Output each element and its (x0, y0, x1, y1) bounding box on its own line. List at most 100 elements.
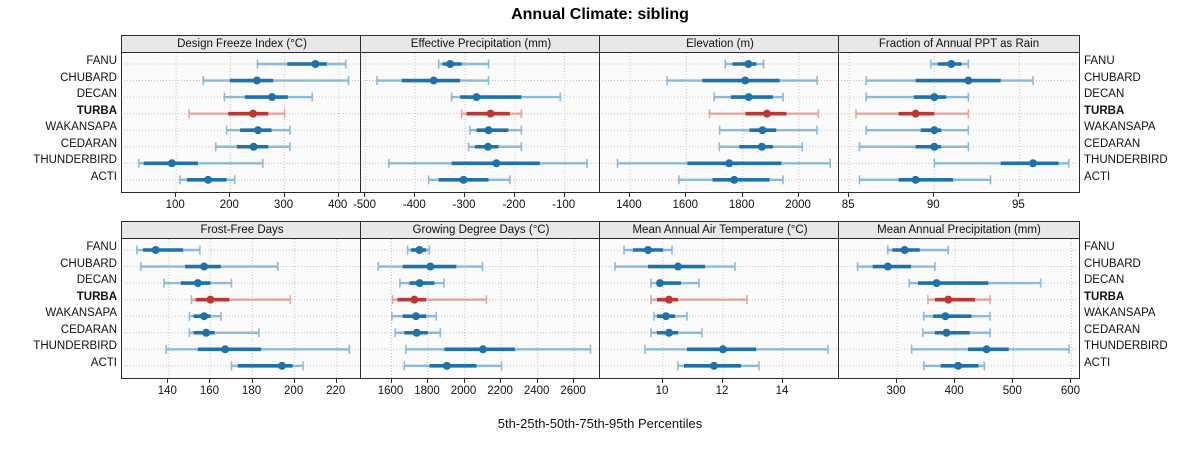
median-dot (459, 175, 468, 184)
median-dot (883, 262, 892, 271)
percentile-row-chubard (124, 262, 360, 272)
x-tick-label: 100 (165, 199, 185, 211)
x-tick (628, 192, 630, 197)
percentile-row-fanu (363, 59, 599, 69)
x-tick (798, 192, 800, 197)
percentile-row-decan (124, 92, 360, 102)
x-tick (563, 192, 565, 197)
x-tick (662, 378, 663, 383)
median-dot (741, 76, 750, 85)
station-label-left-acti: ACTI (90, 356, 117, 369)
median-dot (710, 361, 718, 370)
percentile-row-wakansapa (602, 311, 838, 321)
percentile-row-fanu (363, 245, 599, 255)
x-tick (513, 192, 515, 197)
x-tick (229, 192, 231, 197)
median-dot (656, 279, 664, 288)
x-tick-label: 500 (1002, 385, 1022, 397)
x-tick (1070, 378, 1072, 383)
median-dot (719, 345, 727, 354)
x-tick (337, 192, 339, 197)
median-dot (486, 109, 495, 118)
percentile-row-thunderbird (363, 344, 599, 354)
median-dot (167, 159, 176, 168)
percentile-row-thunderbird (841, 158, 1077, 168)
x-tick-label: 95 (1012, 199, 1025, 211)
median-dot (193, 279, 202, 288)
x-tick-label: 2000 (450, 385, 477, 397)
x-tick (722, 378, 723, 383)
median-dot (930, 93, 939, 102)
percentile-row-fanu (841, 245, 1077, 255)
station-label-right-fanu: FANU (1084, 241, 1115, 253)
percentile-row-fanu (841, 59, 1077, 69)
median-dot (200, 262, 209, 271)
percentile-row-wakansapa (841, 125, 1077, 135)
median-dot (472, 93, 481, 102)
panel-strip-elevation-m: Elevation (m) (599, 35, 841, 53)
station-label-right-fanu: FANU (1084, 55, 1115, 67)
x-tick-label: 300 (273, 199, 294, 211)
x-tick (427, 378, 429, 383)
percentile-row-decan (602, 278, 838, 288)
percentile-row-decan (363, 92, 599, 102)
median-dot (942, 328, 951, 337)
x-tick (848, 192, 850, 197)
percentile-row-chubard (363, 262, 599, 272)
station-label-right-thunderbird: THUNDERBIRD (1084, 340, 1168, 353)
station-label-right-acti: ACTI (1084, 170, 1111, 183)
median-dot (900, 246, 909, 254)
x-tick (536, 378, 538, 383)
x-tick (364, 192, 366, 197)
percentile-row-wakansapa (363, 125, 599, 135)
station-label-left-turba: TURBA (76, 104, 117, 117)
median-dot (204, 175, 213, 184)
panel-effective-precipitation-mm (360, 52, 602, 193)
x-tick-label: 1600 (377, 385, 404, 397)
median-dot (744, 60, 753, 68)
percentile-row-fanu (602, 245, 838, 255)
percentile-row-wakansapa (602, 125, 838, 135)
x-tick (251, 378, 253, 383)
x-tick (573, 378, 575, 383)
median-dot (762, 109, 771, 118)
percentile-row-thunderbird (124, 158, 360, 168)
percentile-row-cedaran (124, 328, 360, 338)
percentile-row-chubard (363, 76, 599, 86)
median-dot (911, 109, 920, 118)
panel-strip-fraction-of-annual-ppt-as-rain: Fraction of Annual PPT as Rain (838, 35, 1080, 53)
percentile-row-cedaran (602, 142, 838, 152)
median-dot (941, 312, 950, 321)
percentile-row-thunderbird (841, 344, 1077, 354)
median-dot (446, 60, 455, 68)
x-tick-label: 2000 (785, 199, 811, 211)
station-label-right-wakansapa: WAKANSAPA (1084, 307, 1156, 320)
x-tick-label: 2400 (523, 385, 550, 397)
median-dot (268, 93, 277, 102)
station-label-left-cedaran: CEDARAN (60, 323, 117, 336)
median-dot (200, 312, 209, 321)
median-dot (311, 60, 320, 68)
median-dot (202, 328, 211, 337)
station-label-left-cedaran: CEDARAN (60, 137, 117, 150)
median-dot (932, 279, 941, 288)
station-label-left-wakansapa: WAKANSAPA (45, 307, 117, 320)
percentile-row-cedaran (841, 328, 1077, 338)
panel-strip-mean-annual-air-temperature-c: Mean Annual Air Temperature (°C) (599, 221, 841, 239)
x-tick-label: 1800 (728, 199, 755, 211)
station-label-right-acti: ACTI (1084, 356, 1111, 369)
percentile-row-acti (124, 175, 360, 185)
percentile-row-chubard (602, 76, 838, 86)
percentile-row-turba (124, 109, 360, 119)
median-dot (954, 361, 963, 370)
station-label-right-turba: TURBA (1084, 290, 1125, 303)
median-dot (411, 312, 420, 321)
x-tick-label: 12 (715, 385, 729, 397)
percentile-row-acti (841, 361, 1077, 371)
percentile-row-cedaran (363, 142, 599, 152)
panel-mean-annual-precipitation-mm (838, 238, 1080, 379)
median-dot (252, 76, 261, 85)
x-tick (283, 192, 285, 197)
percentile-row-fanu (602, 59, 838, 69)
